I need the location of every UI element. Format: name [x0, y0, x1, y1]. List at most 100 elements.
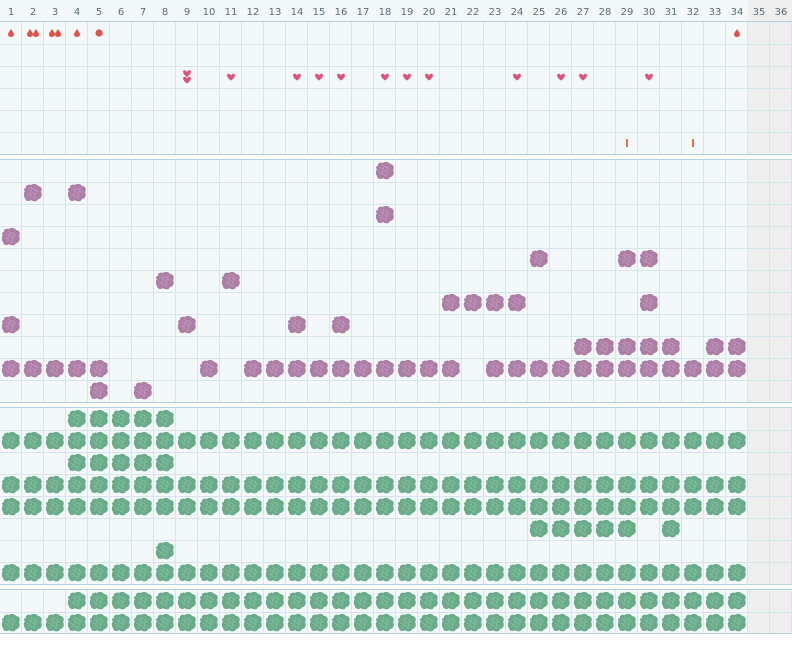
- green-blob-icon: [419, 613, 439, 632]
- purple-blob-icon: [331, 315, 351, 334]
- day-number-31: 31: [665, 7, 678, 18]
- green-blob-icon: [529, 431, 549, 450]
- green-blob-icon: [397, 431, 417, 450]
- green-blob-icon: [133, 475, 153, 494]
- green-blob-icon: [133, 613, 153, 632]
- green-blob-icon: [23, 613, 43, 632]
- green-blob-icon: [705, 591, 725, 610]
- green-blob-icon: [661, 563, 681, 582]
- green-blob-icon: [573, 613, 593, 632]
- green-blob-icon: [397, 563, 417, 582]
- green-blob-icon: [441, 591, 461, 610]
- purple-blob-icon: [683, 359, 703, 378]
- green-blob-icon: [243, 475, 263, 494]
- green-blob-icon: [463, 613, 483, 632]
- purple-blob-icon: [287, 359, 307, 378]
- day-number-17: 17: [357, 7, 370, 18]
- green-blob-icon: [507, 497, 527, 516]
- purple-blob-icon: [463, 293, 483, 312]
- green-blob-icon: [705, 475, 725, 494]
- green-blob-icon: [551, 497, 571, 516]
- green-blob-icon: [683, 497, 703, 516]
- green-blob-icon: [67, 497, 87, 516]
- green-blob-icon: [705, 497, 725, 516]
- green-blob-icon: [683, 563, 703, 582]
- green-blob-icon: [89, 453, 109, 472]
- green-blob-icon: [661, 613, 681, 632]
- green-blob-icon: [111, 613, 131, 632]
- header-inactive-background: [748, 0, 792, 22]
- purple-blob-icon: [617, 337, 637, 356]
- purple-blob-icon: [617, 359, 637, 378]
- green-blob-icon: [133, 591, 153, 610]
- purple-blob-icon: [397, 359, 417, 378]
- purple-blob-icon: [529, 359, 549, 378]
- drop-icon: [33, 29, 39, 37]
- green-blob-icon: [67, 591, 87, 610]
- green-blob-icon: [155, 431, 175, 450]
- purple-blob-icon: [1, 315, 21, 334]
- green-blob-icon: [287, 591, 307, 610]
- purple-blob-icon: [573, 337, 593, 356]
- green-blob-icon: [617, 475, 637, 494]
- green-blob-icon: [89, 431, 109, 450]
- day-number-6: 6: [118, 7, 124, 18]
- green-blob-icon: [221, 563, 241, 582]
- green-blob-icon: [485, 613, 505, 632]
- green-blob-icon: [177, 613, 197, 632]
- green-blob-icon: [705, 613, 725, 632]
- purple-blob-icon: [639, 293, 659, 312]
- day-number-14: 14: [291, 7, 304, 18]
- green-blob-icon: [155, 497, 175, 516]
- green-blob-icon: [1, 431, 21, 450]
- green-blob-icon: [133, 453, 153, 472]
- green-blob-icon: [397, 475, 417, 494]
- purple-blob-icon: [617, 249, 637, 268]
- day-number-10: 10: [203, 7, 216, 18]
- green-blob-icon: [177, 431, 197, 450]
- day-number-1: 1: [8, 7, 14, 18]
- green-blob-icon: [331, 613, 351, 632]
- drop-icon: [734, 29, 740, 37]
- drop-icon: [27, 29, 33, 37]
- green-blob-icon: [309, 475, 329, 494]
- green-blob-icon: [705, 563, 725, 582]
- purple-blob-icon: [133, 381, 153, 400]
- green-blob-icon: [727, 613, 747, 632]
- green-blob-icon: [507, 431, 527, 450]
- purple-blob-icon: [639, 359, 659, 378]
- green-blob-icon: [727, 591, 747, 610]
- heart-icon: [315, 73, 323, 81]
- green-blob-icon: [89, 475, 109, 494]
- heart-icon: [183, 70, 191, 77]
- green-blob-icon: [661, 497, 681, 516]
- green-blob-icon: [155, 475, 175, 494]
- purple-blob-icon: [177, 315, 197, 334]
- green-blob-icon: [155, 591, 175, 610]
- green-blob-icon: [529, 563, 549, 582]
- green-blob-icon: [529, 497, 549, 516]
- green-blob-icon: [177, 563, 197, 582]
- green-blob-icon: [353, 475, 373, 494]
- purple-blob-icon: [353, 359, 373, 378]
- day-number-24: 24: [511, 7, 524, 18]
- green-blob-icon: [221, 497, 241, 516]
- drop-icon: [55, 29, 61, 37]
- drop-icon: [74, 29, 80, 37]
- green-blob-icon: [155, 613, 175, 632]
- green-blob-icon: [683, 613, 703, 632]
- day-number-5: 5: [96, 7, 102, 18]
- green-blob-icon: [551, 475, 571, 494]
- green-blob-icon: [67, 613, 87, 632]
- green-blob-icon: [419, 591, 439, 610]
- green-blob-icon: [463, 563, 483, 582]
- purple-blob-icon: [287, 315, 307, 334]
- green-blob-icon: [353, 563, 373, 582]
- green-blob-icon: [89, 409, 109, 428]
- green-blob-icon: [265, 613, 285, 632]
- green-blob-icon: [727, 431, 747, 450]
- purple-blob-icon: [23, 183, 43, 202]
- heart-icon: [337, 73, 345, 81]
- green-blob-icon: [331, 563, 351, 582]
- purple-blob-icon: [639, 249, 659, 268]
